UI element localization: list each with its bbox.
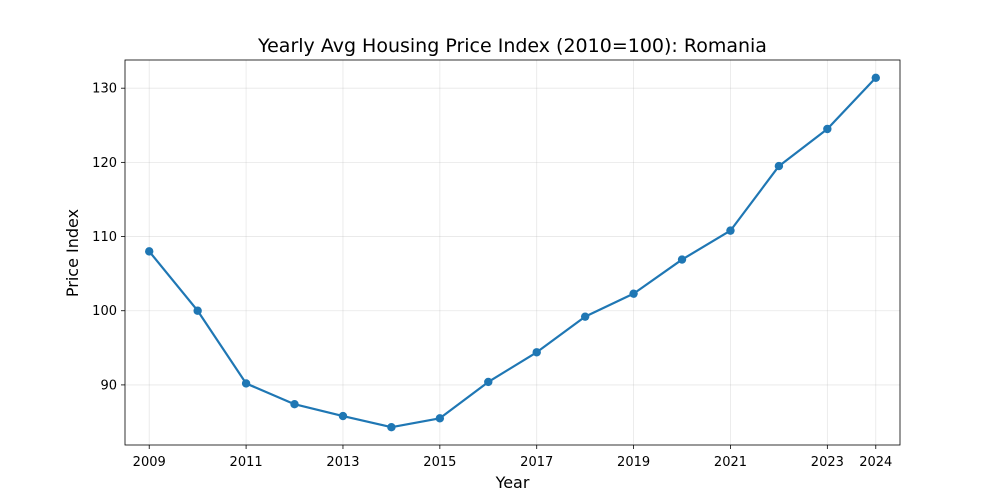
y-tick-label: 100	[92, 304, 117, 319]
y-gridlines	[125, 87, 900, 386]
plot-frame	[124, 59, 901, 446]
x-tick-label: 2019	[617, 455, 650, 470]
data-point	[145, 247, 154, 256]
data-point	[580, 312, 590, 321]
y-axis: 90 100 110 120 130	[92, 82, 125, 393]
data-point	[290, 400, 299, 409]
y-axis-label: Price Index	[63, 209, 82, 297]
y-tick-label: 110	[92, 230, 117, 245]
x-axis-label: Year	[495, 473, 530, 492]
x-tick-label: 2015	[423, 455, 456, 470]
x-tick-label: 2024	[859, 455, 892, 470]
data-point	[387, 422, 396, 432]
data-point	[241, 379, 251, 388]
chart-title: Yearly Avg Housing Price Index (2010=100…	[257, 35, 767, 57]
series-line	[148, 77, 877, 429]
data-point	[532, 348, 541, 357]
data-point	[871, 73, 880, 83]
y-tick-label: 90	[100, 378, 117, 393]
x-axis: 2009 2011 2013 2015 2017 2019 2021 2023 2024	[133, 445, 892, 470]
y-tick-label: 120	[92, 156, 117, 171]
x-tick-label: 2021	[714, 455, 747, 470]
x-tick-label: 2013	[326, 455, 359, 470]
data-point	[484, 377, 493, 387]
data-point	[435, 414, 445, 423]
data-point	[677, 255, 687, 264]
x-tick-label: 2023	[811, 455, 844, 470]
data-point	[629, 289, 638, 298]
data-point	[193, 306, 202, 315]
x-tick-label: 2011	[230, 455, 263, 470]
data-point	[338, 411, 348, 421]
x-tick-label: 2009	[133, 455, 166, 470]
y-tick-label: 130	[92, 82, 117, 97]
series-layer	[145, 73, 880, 432]
data-point	[774, 161, 784, 171]
x-gridlines	[148, 60, 877, 445]
data-point	[823, 124, 832, 134]
data-point	[726, 226, 735, 235]
x-tick-label: 2017	[520, 455, 553, 470]
